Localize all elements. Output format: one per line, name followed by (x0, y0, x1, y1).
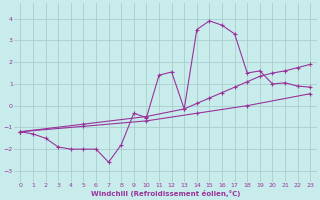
X-axis label: Windchill (Refroidissement éolien,°C): Windchill (Refroidissement éolien,°C) (91, 190, 240, 197)
